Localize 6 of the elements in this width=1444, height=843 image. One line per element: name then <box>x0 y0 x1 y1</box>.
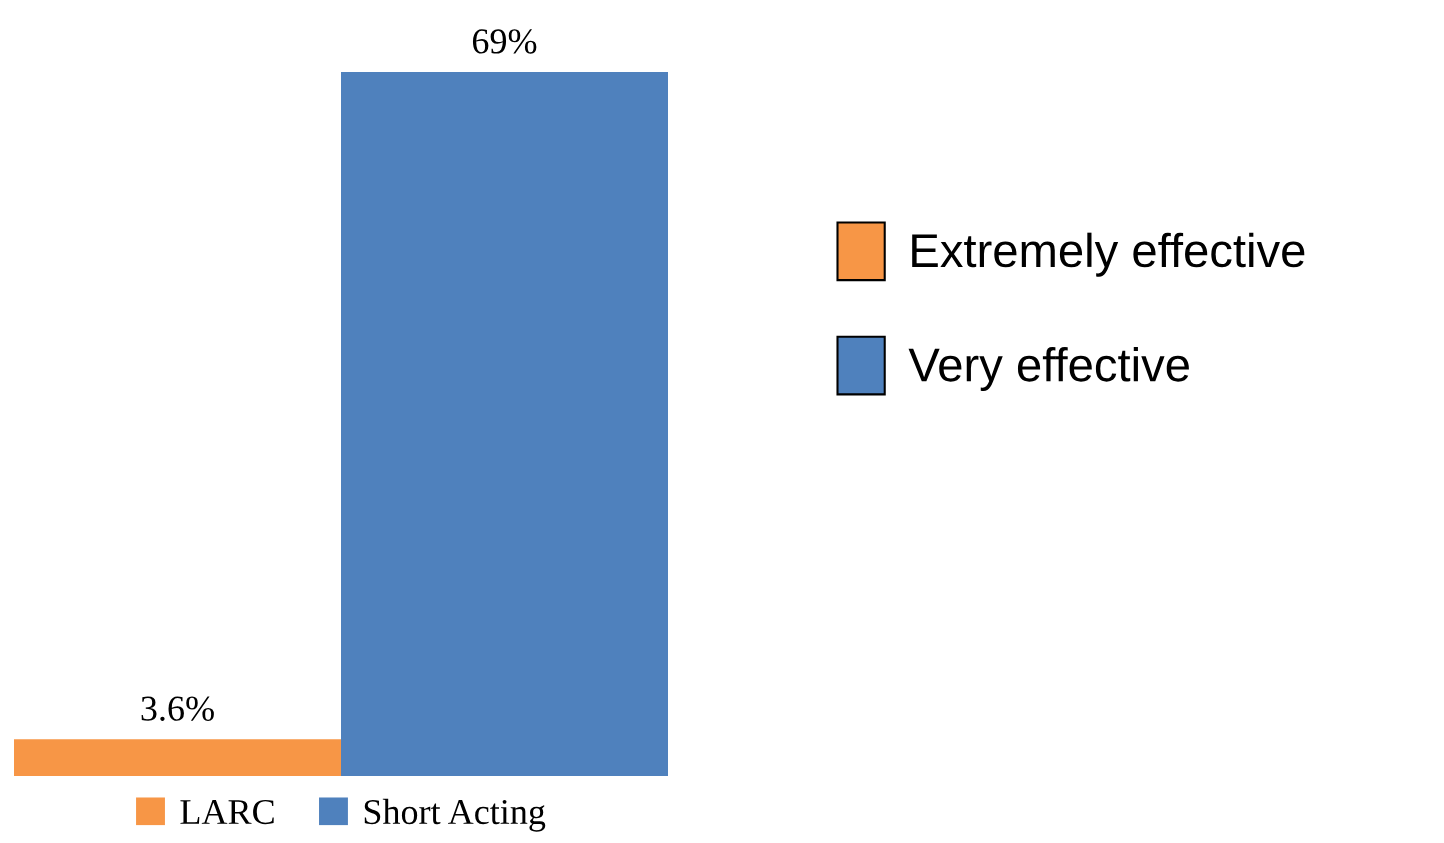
data-label: 3.6% <box>141 696 214 721</box>
legend-label: LARC <box>180 799 274 825</box>
data-label: 69% <box>472 29 537 54</box>
text: Extremely effective <box>912 232 1305 277</box>
legend-label: Short Acting <box>364 798 546 832</box>
text: Very effective <box>908 346 1189 391</box>
